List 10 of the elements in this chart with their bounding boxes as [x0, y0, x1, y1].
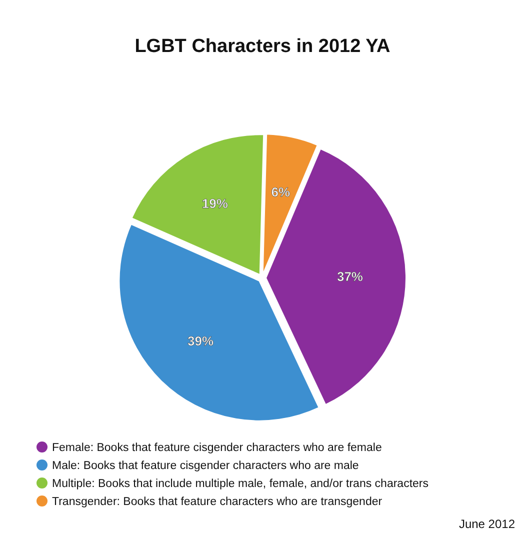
- legend-label: Multiple: Books that include multiple male, female, and/or trans characters: [52, 478, 429, 490]
- text: June 2012: [458, 517, 516, 531]
- data-label: 6%: [271, 184, 290, 200]
- chart-title: LGBT Characters in 2012 YA: [134, 36, 391, 57]
- data-label: 39%: [188, 334, 214, 349]
- legend-label: Female: Books that feature cisgender characters who are female: [52, 442, 382, 454]
- data-label: 19%: [202, 196, 228, 212]
- data-label: 37%: [336, 268, 364, 284]
- legend-label: Transgender: Books that feature characters who are transgender: [52, 496, 382, 508]
- legend-label: Male: Books that feature cisgender characters who are male: [52, 460, 359, 472]
